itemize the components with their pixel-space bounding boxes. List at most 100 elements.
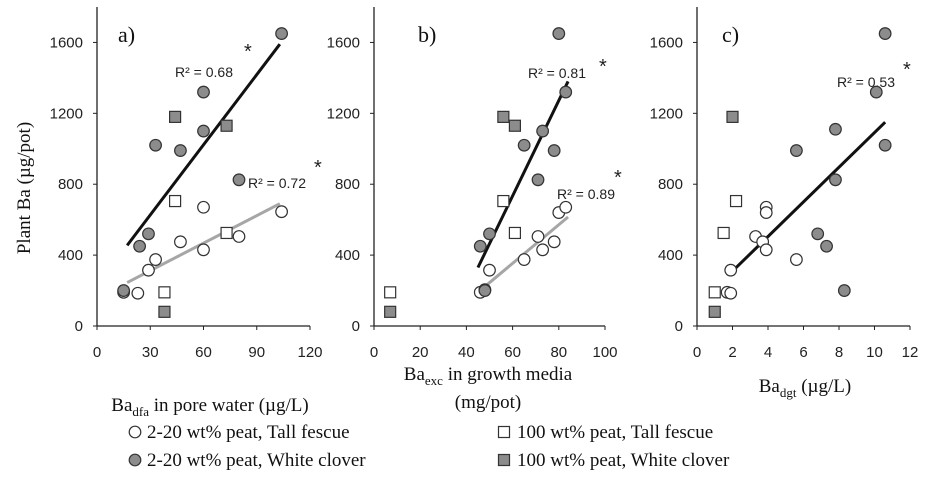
data-point-circle-filled [552, 27, 566, 40]
data-point-circle-filled [547, 144, 561, 157]
data-point-circle-filled [878, 138, 892, 152]
y-tick-label: 800 [658, 176, 683, 193]
x-tick-label: 40 [458, 344, 475, 361]
data-point-circle-filled [174, 144, 187, 157]
x-tick-label: 30 [142, 344, 159, 361]
data-point-square-open [497, 194, 510, 208]
data-point-circle-filled [517, 138, 531, 152]
panel-label: a) [118, 22, 135, 47]
x-tick-label: 120 [297, 344, 322, 361]
significance-star: * [903, 59, 911, 81]
x-axis-title-2: Baexc in growth media [404, 364, 573, 388]
data-point-circle-filled [536, 124, 550, 138]
r2-label: R² = 0.72 [248, 175, 306, 191]
y-tick-label: 800 [58, 176, 83, 193]
data-point-circle-filled [531, 173, 545, 187]
data-point-circle-open [232, 230, 246, 243]
y-tick-label: 400 [58, 247, 83, 264]
chart-panel-3: 0 400 800 1200 1600 0 2 4 6 8 10 12 c) R² = 0.53 * [650, 7, 918, 361]
data-point-square-filled [384, 305, 397, 318]
legend-marker-circle-filled [128, 453, 142, 467]
y-tick-label: 1200 [327, 105, 360, 122]
legend-item: 100 wt% peat, White clover [497, 450, 730, 471]
data-point-square-open [717, 226, 730, 240]
data-point-circle-open [517, 253, 531, 266]
x-title-subscript: dfa [132, 404, 149, 419]
data-point-square-filled [497, 110, 510, 123]
data-point-square-open [220, 226, 233, 240]
data-point-circle-open [483, 263, 496, 277]
legend-marker-square-filled [497, 453, 511, 467]
x-tick-label: 0 [693, 344, 701, 361]
data-point-circle-open [759, 243, 773, 257]
data-point-circle-filled [149, 138, 162, 152]
data-point-circle-filled [829, 173, 842, 187]
data-point-square-open [708, 286, 721, 299]
data-point-circle-filled [878, 27, 892, 40]
x-tick-label: 60 [195, 344, 212, 361]
r2-label: R² = 0.53 [837, 74, 895, 90]
data-point-circle-filled [197, 85, 210, 99]
x-tick-label: 6 [799, 344, 807, 361]
trendline-black [125, 43, 282, 247]
data-point-circle-open [197, 200, 210, 214]
y-tick-label: 0 [675, 318, 683, 335]
legend-marker-square-open [497, 425, 511, 439]
x-axis-titles: Badfa in pore water (µg/L)Baexc in growt… [111, 364, 851, 419]
r2-label: R² = 0.68 [175, 64, 233, 80]
data-point-circle-filled [133, 239, 147, 253]
data-point-circle-filled [837, 284, 851, 297]
x-title-base: Ba [759, 376, 781, 397]
x-tick-label: 8 [835, 344, 843, 361]
data-point-circle-open [536, 243, 550, 257]
legend-item: 2-20 wt% peat, Tall fescue [128, 422, 350, 443]
data-point-circle-filled [142, 227, 155, 241]
data-point-circle-filled [275, 27, 289, 40]
y-tick-label: 400 [335, 247, 360, 264]
r2-label: R² = 0.81 [528, 65, 586, 81]
x-tick-label: 100 [592, 344, 617, 361]
data-point-circle-open [142, 263, 155, 277]
legend-label: 100 wt% peat, White clover [517, 450, 730, 471]
data-point-circle-filled [473, 239, 487, 253]
data-point-circle-filled [483, 227, 496, 241]
data-point-square-filled [220, 119, 233, 132]
x-title-subscript: exc [425, 373, 443, 388]
data-point-circle-open [547, 235, 561, 249]
data-point-circle-open [531, 230, 545, 243]
legend-marker-circle-open [128, 425, 142, 439]
data-point-circle-open [197, 243, 210, 257]
data-point-circle-filled [478, 284, 492, 297]
legend-item: 2-20 wt% peat, White clover [128, 450, 366, 471]
data-point-circle-filled [559, 85, 573, 99]
data-point-square-open [169, 194, 182, 208]
data-point-square-open [384, 286, 397, 299]
data-point-circle-open [174, 235, 187, 249]
x-tick-label: 4 [764, 344, 772, 361]
panel-label: c) [722, 22, 739, 47]
data-point-circle-filled [829, 122, 842, 136]
panel-label: b) [418, 22, 436, 47]
data-point-square-filled [508, 119, 522, 132]
x-tick-label: 0 [370, 344, 378, 361]
r2-label: R² = 0.89 [557, 186, 615, 202]
data-point-circle-filled [117, 284, 131, 297]
significance-star: * [599, 56, 607, 78]
legend-label: 100 wt% peat, Tall fescue [517, 422, 713, 443]
data-point-circle-open [149, 253, 162, 266]
data-point-circle-open [759, 206, 773, 219]
data-point-square-open [729, 194, 743, 208]
data-point-circle-filled [869, 85, 883, 99]
significance-star: * [314, 157, 322, 179]
data-point-circle-open [724, 286, 738, 300]
x-title-rest: in growth media [443, 364, 573, 385]
y-tick-label: 1200 [50, 105, 83, 122]
data-point-circle-open [275, 205, 289, 219]
y-axis-title: Plant Ba (µg/pot) [14, 122, 35, 254]
legend-label: 2-20 wt% peat, Tall fescue [147, 422, 350, 443]
data-point-circle-open [724, 263, 738, 277]
legend-label: 2-20 wt% peat, White clover [147, 450, 366, 471]
